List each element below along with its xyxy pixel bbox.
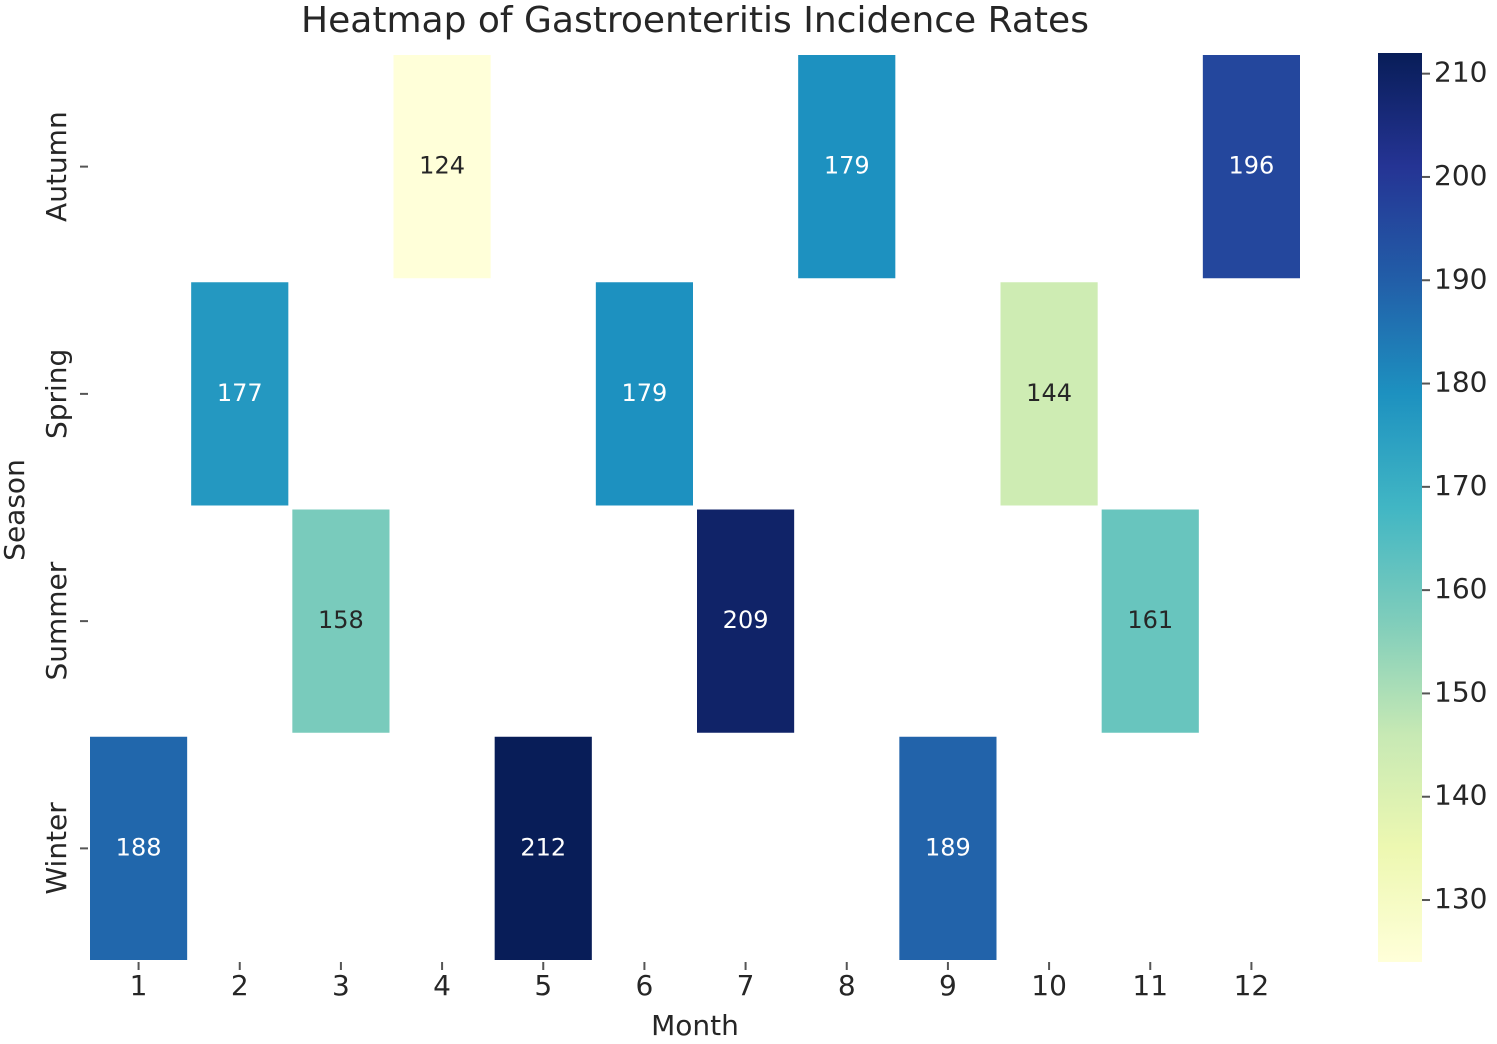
colorbar-tick-label: 160: [1434, 572, 1487, 605]
x-tick-label: 6: [636, 969, 654, 1002]
heatmap-cell: [389, 51, 495, 283]
heatmap-cell: [1097, 505, 1203, 737]
y-tick-label: Summer: [40, 561, 73, 680]
heatmap-cell: [895, 732, 1001, 964]
heatmap-cell: [794, 51, 900, 283]
cell-label: 196: [1229, 152, 1275, 180]
heatmap-cell: [693, 505, 799, 737]
heatmap-cell: [1198, 51, 1305, 283]
x-tick-label: 9: [939, 969, 957, 1002]
x-tick-label: 11: [1132, 969, 1168, 1002]
colorbar-tick-label: 170: [1434, 469, 1487, 502]
colorbar-tick-label: 140: [1434, 779, 1487, 812]
x-tick-label: 3: [332, 969, 350, 1002]
heatmap-cell: [591, 278, 697, 510]
y-tick-label: Winter: [40, 802, 73, 895]
colorbar-tick-label: 190: [1434, 262, 1487, 295]
x-tick-label: 8: [838, 969, 856, 1002]
x-tick-label: 12: [1234, 969, 1270, 1002]
heatmap-cell: [288, 505, 394, 737]
y-axis-label: Season: [0, 459, 31, 561]
x-tick-label: 5: [534, 969, 552, 1002]
cell-label: 179: [622, 379, 668, 407]
cell-label: 177: [217, 379, 263, 407]
chart-title: Heatmap of Gastroenteritis Incidence Rat…: [301, 0, 1089, 41]
cell-label: 212: [520, 833, 566, 861]
colorbar-tick-label: 130: [1434, 882, 1487, 915]
heatmap-cell: [187, 278, 293, 510]
cell-label: 188: [116, 833, 162, 861]
cell-label: 158: [318, 606, 364, 634]
cell-label: 124: [419, 152, 465, 180]
heatmap-cell: [996, 278, 1102, 510]
colorbar: [1378, 53, 1422, 962]
colorbar-tick-label: 150: [1434, 675, 1487, 708]
cell-label: 179: [824, 152, 870, 180]
colorbar-tick-label: 180: [1434, 366, 1487, 399]
x-axis-label: Month: [651, 1009, 739, 1042]
colorbar-tick-label: 200: [1434, 159, 1487, 192]
x-tick-label: 1: [130, 969, 148, 1002]
x-tick-label: 10: [1031, 969, 1067, 1002]
cell-label: 161: [1127, 606, 1173, 634]
cell-label: 189: [925, 833, 971, 861]
cell-label: 209: [723, 606, 769, 634]
y-tick-label: Autumn: [40, 111, 73, 222]
cell-label: 144: [1026, 379, 1072, 407]
y-tick-label: Spring: [40, 349, 73, 439]
x-tick-label: 2: [231, 969, 249, 1002]
x-tick-label: 7: [737, 969, 755, 1002]
colorbar-tick-label: 210: [1434, 56, 1487, 89]
heatmap-cell: [490, 732, 596, 964]
x-tick-label: 4: [433, 969, 451, 1002]
